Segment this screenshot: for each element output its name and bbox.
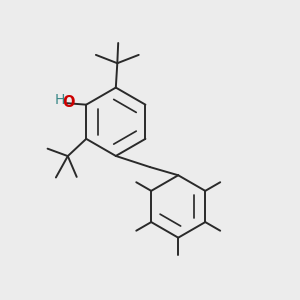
Text: O: O (62, 95, 74, 110)
Text: H: H (55, 93, 65, 106)
